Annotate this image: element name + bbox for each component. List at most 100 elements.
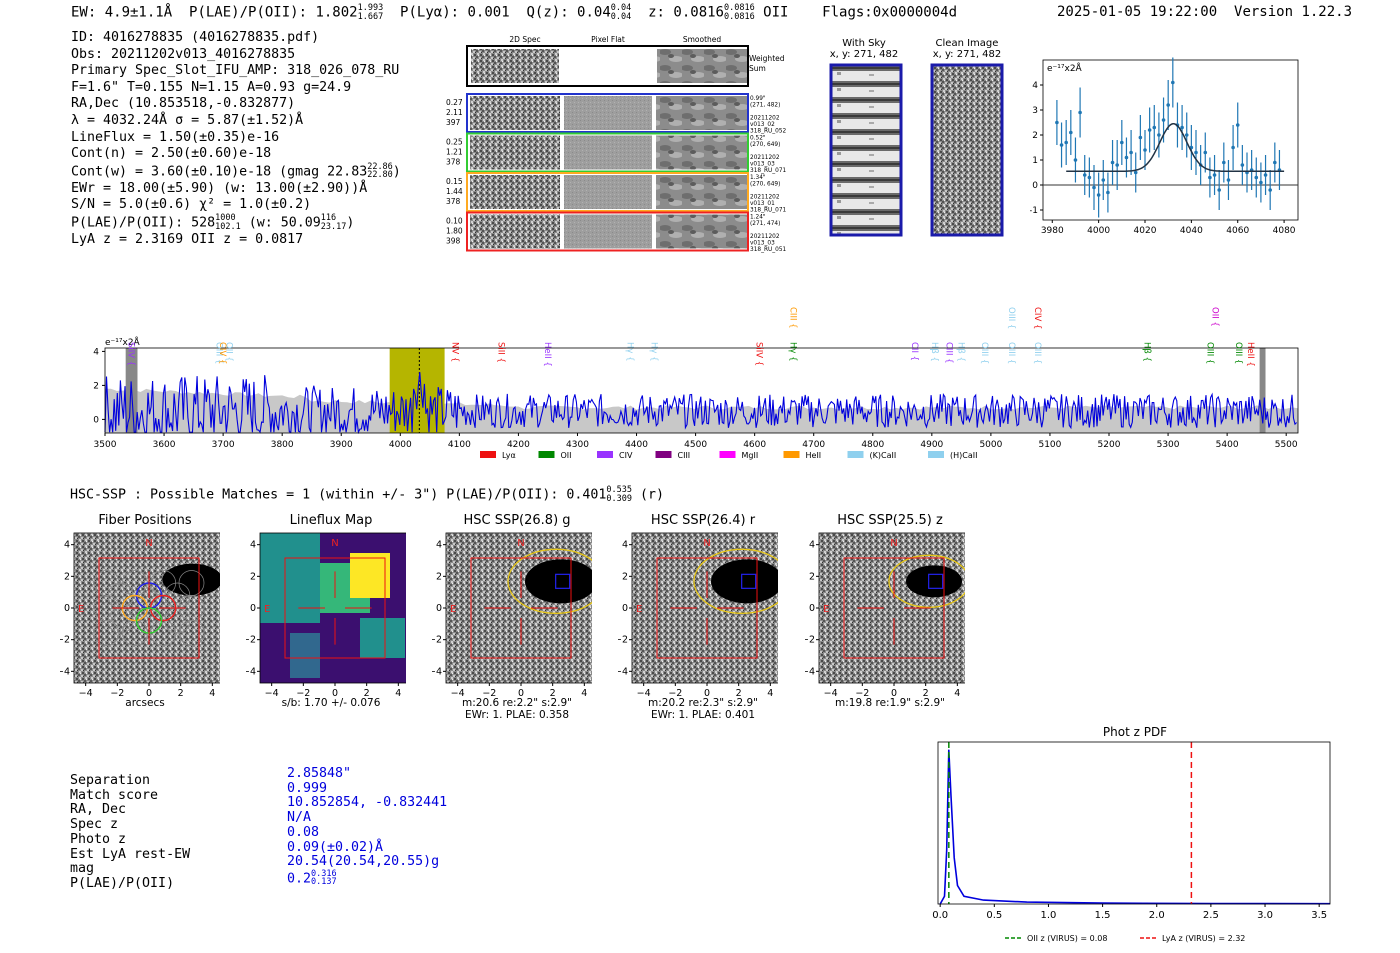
spec2d-row-meta: v013_03 xyxy=(750,162,775,168)
linefit-point xyxy=(1082,173,1087,177)
spectrum-line-label: SiII { xyxy=(495,342,505,363)
spectrum-legend-label: OII xyxy=(561,451,572,460)
match-labels: Separation Match score RA, Dec Spec z Ph… xyxy=(70,773,190,892)
source-blob xyxy=(525,559,592,604)
lineflux-peak xyxy=(350,553,390,598)
spec2d-row-meta: v013_02 xyxy=(750,122,775,128)
linefit-point xyxy=(1217,188,1221,192)
spectrum-legend-swatch xyxy=(847,451,864,458)
east-label: E xyxy=(636,604,642,615)
spec2d-row-flat xyxy=(564,214,652,249)
spec2d-row-meta: 20211202 xyxy=(750,155,780,161)
photz-xtick-label: 0.5 xyxy=(986,910,1002,921)
fiber-circle xyxy=(93,620,120,646)
cutout-xtick-label: 4 xyxy=(209,688,215,699)
match-label: Match score xyxy=(70,787,159,803)
cutout-ytick-label: 4 xyxy=(250,540,256,551)
spec2d-row-meta: 318_RU_052 xyxy=(750,129,787,135)
cutout-ytick-label: −4 xyxy=(60,666,70,677)
spectrum-xtick-label: 4000 xyxy=(389,440,412,450)
spec2d-row-meta: 20211202 xyxy=(750,234,780,240)
spectrum-line-label: Hγ { xyxy=(648,342,658,362)
linefit-point xyxy=(1231,145,1235,150)
cutout-subtitle: arcsecs xyxy=(125,697,165,709)
cutout-ytick-label: −2 xyxy=(432,635,442,646)
spec2d-row-stat: 0.25 xyxy=(446,138,463,147)
linefit-point xyxy=(1101,178,1106,182)
spectrum-line-label: CII { xyxy=(909,342,919,361)
cutout-ytick-label: 2 xyxy=(622,571,628,582)
spectrum-line-label: Hγ { xyxy=(788,342,798,362)
spec2d-row-spec xyxy=(470,135,560,170)
match-label: P(LAE)/P(OII) xyxy=(70,875,175,891)
linefit-point xyxy=(1106,190,1110,195)
cutout-xtick-label: 2 xyxy=(364,688,370,699)
cutout-xtick-label: 4 xyxy=(767,688,773,699)
match-value: 20.54(20.54,20.55)g xyxy=(287,854,440,870)
cutout-ytick-label: −4 xyxy=(805,666,815,677)
search-box xyxy=(843,557,945,659)
spec2d-row-smooth xyxy=(656,135,747,170)
photz-frame xyxy=(937,741,1331,905)
spec2d-row-meta: 20211202 xyxy=(750,116,780,122)
clean-stamp-title: Clean Image x, y: 271, 482 xyxy=(932,38,1002,60)
east-label: E xyxy=(78,604,84,615)
cutout-xtick-label: −4 xyxy=(265,688,279,699)
spectrum-line-label: HeII { xyxy=(542,342,552,367)
spectrum-masked-band xyxy=(1259,348,1266,433)
spec2d-row-stat: 1.21 xyxy=(446,148,463,157)
spectrum-xtick-label: 3700 xyxy=(212,440,235,450)
match-value: 2.85848" xyxy=(287,766,352,781)
spectrum-xtick-label: 4400 xyxy=(625,440,648,450)
spec2d-row-smooth xyxy=(656,175,747,209)
cutout-xtick-label: 4 xyxy=(395,688,401,699)
spec2d-row-meta: 318_RU_071 xyxy=(750,168,787,174)
linefit-point xyxy=(1147,128,1152,132)
east-label: E xyxy=(264,604,270,615)
cutout-xtick-label: 0 xyxy=(518,688,524,699)
linefit-point xyxy=(1194,150,1198,155)
linefit-point xyxy=(1240,163,1245,167)
spectrum-xtick-label: 4800 xyxy=(861,440,884,450)
info-lya-z: LyA z = 2.3169 OII z = 0.0817 xyxy=(71,232,304,248)
spectrum-ytick-label: 4 xyxy=(93,347,99,357)
cutout-xtick-label: 4 xyxy=(954,688,960,699)
header-datetime: 2025-01-05 19:22:00 xyxy=(1057,4,1218,20)
linefit-point xyxy=(1073,158,1078,162)
info-lineflux: LineFlux = 1.50(±0.35)e-16 xyxy=(71,129,280,145)
spectrum-xtick-label: 4900 xyxy=(920,440,943,450)
linefit-ytick-label: 4 xyxy=(1032,81,1038,91)
spectrum-xtick-label: 5000 xyxy=(979,440,1002,450)
linefit-point xyxy=(1180,125,1184,130)
linefit-point xyxy=(1087,175,1092,180)
cutout-subtitle: m:20.6 re:2.2" s:2.9" EWr: 1. PLAE: 0.358 xyxy=(462,697,572,721)
fiber-circle xyxy=(178,620,205,646)
cutout-title: HSC SSP(25.5) z xyxy=(837,513,943,528)
spectrum-line-label: Hβ { xyxy=(1142,342,1152,362)
spectrum-line-label: CIII { xyxy=(788,307,798,329)
linefit-point xyxy=(1166,103,1170,107)
spectrum-xtick-label: 4300 xyxy=(566,440,589,450)
spectrum-legend-swatch xyxy=(783,451,800,458)
spec2d-row-meta: v013_01 xyxy=(750,201,775,207)
spectrum-xtick-label: 3500 xyxy=(94,440,117,450)
spectrum-xtick-label: 3900 xyxy=(330,440,353,450)
linefit-ytick-label: 1 xyxy=(1032,156,1038,166)
spectrum-xtick-label: 5200 xyxy=(1098,440,1121,450)
spectrum-legend-label: Lyα xyxy=(502,451,516,460)
weighted-sum-label: Weighted xyxy=(749,54,785,63)
cutout-ytick-label: −4 xyxy=(432,666,442,677)
linefit-point xyxy=(1143,148,1147,152)
spec2d-row-stat: 2.11 xyxy=(446,108,463,117)
spec2d-row-meta: (270, 649) xyxy=(750,182,780,188)
cutout-title: HSC SSP(26.4) r xyxy=(650,513,756,528)
spectrum-xtick-label: 4600 xyxy=(743,440,766,450)
linefit-point xyxy=(1171,80,1175,85)
cutout-xtick-label: −2 xyxy=(855,688,869,699)
linefit-point xyxy=(1078,110,1082,115)
spec2d-row-meta: (271, 474) xyxy=(750,221,780,227)
cutout-ytick-label: 4 xyxy=(809,540,815,551)
linefit-ytick-label: 2 xyxy=(1032,131,1038,141)
spectrum-line-label: OII { xyxy=(224,342,234,362)
header-z: z: 0.0816 xyxy=(648,4,724,21)
